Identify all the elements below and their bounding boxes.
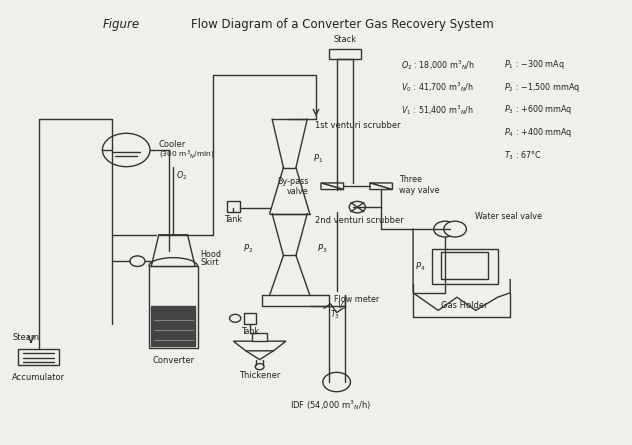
Text: $V_0$ : 41,700 m$^3$$_N$/h: $V_0$ : 41,700 m$^3$$_N$/h — [401, 81, 473, 94]
Polygon shape — [321, 183, 344, 190]
Text: 1st venturi scrubber: 1st venturi scrubber — [315, 121, 401, 130]
Text: Skirt: Skirt — [200, 259, 219, 267]
Polygon shape — [370, 183, 392, 190]
Polygon shape — [370, 183, 392, 190]
Bar — [441, 251, 489, 279]
Bar — [151, 307, 195, 346]
Text: Tank: Tank — [241, 327, 259, 336]
Text: $V_2$: $V_2$ — [337, 300, 347, 312]
Circle shape — [444, 221, 466, 237]
Text: $T_3$: $T_3$ — [331, 308, 341, 321]
Text: $V_1$ : 51,400 m$^3$$_N$/h: $V_1$ : 51,400 m$^3$$_N$/h — [401, 103, 473, 117]
Bar — [329, 49, 361, 59]
Text: $P_3$ : +600 mmAq: $P_3$ : +600 mmAq — [504, 103, 573, 117]
Text: $O_2$ : 18,000 m$^3$$_N$/h: $O_2$ : 18,000 m$^3$$_N$/h — [401, 58, 474, 72]
Bar — [149, 267, 198, 348]
Text: $T_3$ : 67$\degree$C: $T_3$ : 67$\degree$C — [504, 149, 542, 162]
Text: $P_2$ : $-$1,500 mmAq: $P_2$ : $-$1,500 mmAq — [504, 81, 580, 93]
Text: By-pass
valve: By-pass valve — [277, 177, 308, 196]
Bar — [227, 201, 240, 211]
Bar — [18, 348, 59, 365]
Text: Figure: Figure — [103, 18, 140, 31]
Text: Cooler: Cooler — [159, 140, 186, 149]
Polygon shape — [151, 235, 195, 267]
Polygon shape — [321, 183, 344, 190]
Text: IDF (54,000 m$^3$$_N$/h): IDF (54,000 m$^3$$_N$/h) — [290, 398, 371, 412]
Text: Gas Holder: Gas Holder — [442, 302, 488, 311]
Text: Water seal valve: Water seal valve — [475, 212, 542, 221]
Text: Tank: Tank — [224, 215, 242, 224]
Text: Stack: Stack — [333, 35, 356, 44]
Text: Flow Diagram of a Converter Gas Recovery System: Flow Diagram of a Converter Gas Recovery… — [191, 18, 494, 31]
Text: $P_1$ : $-$300 mAq: $P_1$ : $-$300 mAq — [504, 58, 564, 71]
Text: Hood: Hood — [200, 250, 221, 259]
Text: 2nd venturi scrubber: 2nd venturi scrubber — [315, 216, 403, 225]
Bar — [244, 312, 257, 324]
Text: $P_4$: $P_4$ — [415, 260, 425, 273]
Text: Thickener: Thickener — [239, 371, 281, 380]
Text: Flow meter: Flow meter — [334, 295, 379, 304]
Bar — [432, 249, 497, 284]
Text: (300 m$^3$$_N$/min): (300 m$^3$$_N$/min) — [159, 149, 214, 162]
Circle shape — [255, 364, 264, 370]
Text: $P_4$ : +400 mmAq: $P_4$ : +400 mmAq — [504, 126, 573, 139]
Text: Steam: Steam — [12, 333, 39, 342]
Text: Converter: Converter — [152, 356, 194, 364]
Circle shape — [229, 314, 241, 322]
Text: $P_1$: $P_1$ — [313, 153, 324, 165]
Bar — [252, 333, 267, 341]
Polygon shape — [233, 341, 286, 351]
Text: Accumulator: Accumulator — [12, 373, 65, 382]
Text: $P_2$: $P_2$ — [243, 243, 253, 255]
Circle shape — [102, 134, 150, 167]
Text: Three
way valve: Three way valve — [399, 175, 439, 195]
Circle shape — [130, 256, 145, 267]
Circle shape — [323, 372, 351, 392]
Text: $O_2$: $O_2$ — [176, 169, 187, 182]
Text: $P_3$: $P_3$ — [317, 243, 327, 255]
Circle shape — [434, 221, 456, 237]
